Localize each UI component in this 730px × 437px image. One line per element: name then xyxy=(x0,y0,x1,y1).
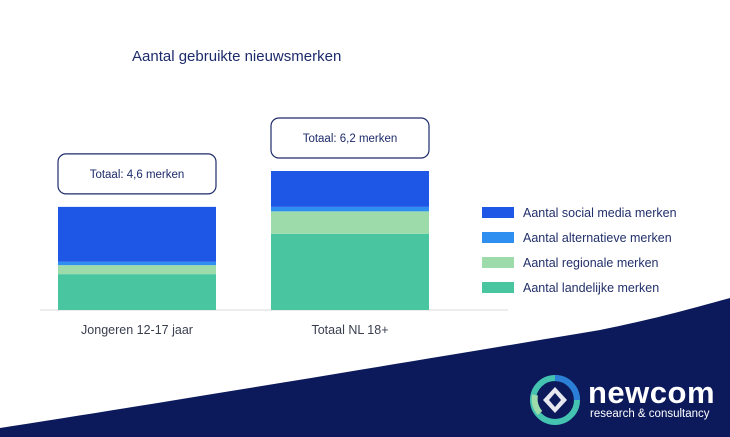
total-label-2: Totaal: 6,2 merken xyxy=(303,133,398,145)
newcom-logo-icon xyxy=(530,375,580,425)
bar-segment-2-1 xyxy=(271,233,429,310)
total-label-1: Totaal: 4,6 merken xyxy=(90,169,185,181)
category-label-1: Jongeren 12-17 jaar xyxy=(81,323,193,337)
legend-item-1: Aantal landelijke merken xyxy=(482,275,677,300)
chart-title: Aantal gebruikte nieuwsmerken xyxy=(132,48,342,65)
bar-segment-1-2 xyxy=(58,265,216,275)
legend-item-2: Aantal regionale merken xyxy=(482,250,677,275)
brand-name: newcom xyxy=(588,375,716,410)
legend-label-3: Aantal alternatieve merken xyxy=(523,230,672,245)
bar-segment-2-3 xyxy=(271,206,429,212)
legend-label-4: Aantal social media merken xyxy=(523,205,677,220)
bar-segment-1-3 xyxy=(58,261,216,266)
bar-segment-1-4 xyxy=(58,206,216,262)
category-label-2: Totaal NL 18+ xyxy=(311,323,388,337)
total-callout-2 xyxy=(270,117,430,159)
legend-swatch-3 xyxy=(482,232,514,243)
legend-item-3: Aantal alternatieve merken xyxy=(482,225,677,250)
legend-item-4: Aantal social media merken xyxy=(482,200,677,225)
legend: Aantal social media merken Aantal alterna… xyxy=(482,200,677,300)
legend-label-2: Aantal regionale merken xyxy=(523,255,659,270)
legend-swatch-2 xyxy=(482,257,514,268)
brand-tagline: research & consultancy xyxy=(590,408,710,420)
legend-label-1: Aantal landelijke merken xyxy=(523,280,660,295)
total-callout-1 xyxy=(57,153,217,195)
bar-segment-2-4 xyxy=(271,171,429,207)
bar-segment-1-1 xyxy=(58,274,216,310)
legend-swatch-4 xyxy=(482,207,514,218)
bar-segment-2-2 xyxy=(271,211,429,234)
legend-swatch-1 xyxy=(482,282,514,293)
newcom-logo: newcom research & consultancy xyxy=(530,375,720,427)
